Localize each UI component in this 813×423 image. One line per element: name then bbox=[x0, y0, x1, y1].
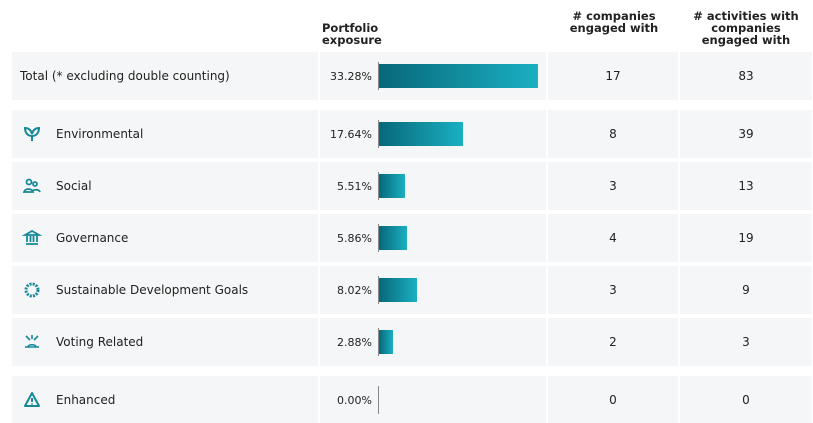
row-label-cell: Governance bbox=[12, 214, 318, 262]
activities-value: 9 bbox=[742, 283, 750, 297]
row-label: Enhanced bbox=[56, 393, 116, 407]
row-icon bbox=[21, 228, 43, 248]
exposure-bar bbox=[379, 330, 393, 354]
exposure-label: 8.02% bbox=[337, 283, 372, 297]
exposure-bar bbox=[379, 226, 407, 250]
row-label: Sustainable Development Goals bbox=[56, 283, 249, 297]
row-icon bbox=[22, 390, 42, 410]
companies-value: 17 bbox=[605, 69, 621, 83]
row-label: Social bbox=[56, 179, 92, 193]
baseline bbox=[378, 328, 379, 356]
header-activities: # activities with companies engaged with bbox=[693, 9, 799, 47]
activities-cell: 9 bbox=[680, 266, 812, 314]
exposure-label: 5.51% bbox=[337, 179, 372, 193]
exposure-cell: 5.86% bbox=[320, 214, 546, 262]
row-label: Environmental bbox=[56, 127, 144, 141]
row-label-cell: Voting Related bbox=[12, 318, 318, 366]
activities-cell: 83 bbox=[680, 52, 812, 100]
activities-cell: 0 bbox=[680, 376, 812, 423]
exposure-label: 17.64% bbox=[330, 127, 372, 141]
row-label: Voting Related bbox=[56, 335, 144, 349]
row-label-cell: Environmental bbox=[12, 110, 318, 158]
header-companies: # companies engaged with bbox=[569, 9, 659, 35]
companies-value: 4 bbox=[609, 231, 617, 245]
companies-value: 3 bbox=[609, 283, 617, 297]
row-icon bbox=[22, 176, 42, 196]
exposure-bar bbox=[379, 278, 418, 302]
companies-value: 8 bbox=[609, 127, 617, 141]
companies-cell: 17 bbox=[548, 52, 678, 100]
row-icon bbox=[22, 332, 42, 352]
companies-cell: 8 bbox=[548, 110, 678, 158]
companies-cell: 0 bbox=[548, 376, 678, 423]
baseline bbox=[378, 386, 379, 414]
activities-value: 13 bbox=[738, 179, 754, 193]
baseline bbox=[378, 276, 379, 304]
row-label-cell: Social bbox=[12, 162, 318, 210]
baseline bbox=[378, 224, 379, 252]
companies-cell: 4 bbox=[548, 214, 678, 262]
activities-value: 83 bbox=[738, 69, 754, 83]
exposure-bar bbox=[379, 174, 406, 198]
exposure-label: 0.00% bbox=[337, 393, 372, 407]
companies-cell: 3 bbox=[548, 162, 678, 210]
activities-cell: 39 bbox=[680, 110, 812, 158]
header-exposure: Portfolio exposure bbox=[322, 21, 382, 47]
exposure-cell: 2.88% bbox=[320, 318, 546, 366]
row-label-cell: Total (* excluding double counting) bbox=[12, 52, 318, 100]
baseline bbox=[378, 172, 379, 200]
companies-cell: 3 bbox=[548, 266, 678, 314]
companies-value: 2 bbox=[609, 335, 617, 349]
exposure-label: 33.28% bbox=[330, 69, 372, 83]
exposure-label: 2.88% bbox=[337, 335, 372, 349]
activities-cell: 3 bbox=[680, 318, 812, 366]
activities-value: 19 bbox=[738, 231, 754, 245]
row-label-cell: Enhanced bbox=[12, 376, 318, 423]
row-label: Total (* excluding double counting) bbox=[20, 69, 230, 83]
exposure-cell: 0.00% bbox=[320, 376, 546, 423]
row-icon bbox=[22, 124, 42, 144]
exposure-bar bbox=[379, 64, 538, 88]
companies-value: 0 bbox=[609, 393, 617, 407]
row-label-cell: Sustainable Development Goals bbox=[12, 266, 318, 314]
exposure-label: 5.86% bbox=[337, 231, 372, 245]
companies-cell: 2 bbox=[548, 318, 678, 366]
row-label: Governance bbox=[56, 231, 129, 245]
baseline bbox=[378, 120, 379, 148]
exposure-cell: 5.51% bbox=[320, 162, 546, 210]
activities-value: 3 bbox=[742, 335, 750, 349]
activities-value: 39 bbox=[738, 127, 754, 141]
exposure-cell: 8.02% bbox=[320, 266, 546, 314]
activities-cell: 19 bbox=[680, 214, 812, 262]
exposure-bar bbox=[379, 122, 464, 146]
activities-cell: 13 bbox=[680, 162, 812, 210]
companies-value: 3 bbox=[609, 179, 617, 193]
baseline bbox=[378, 62, 379, 90]
row-icon bbox=[22, 280, 42, 300]
activities-value: 0 bbox=[742, 393, 750, 407]
